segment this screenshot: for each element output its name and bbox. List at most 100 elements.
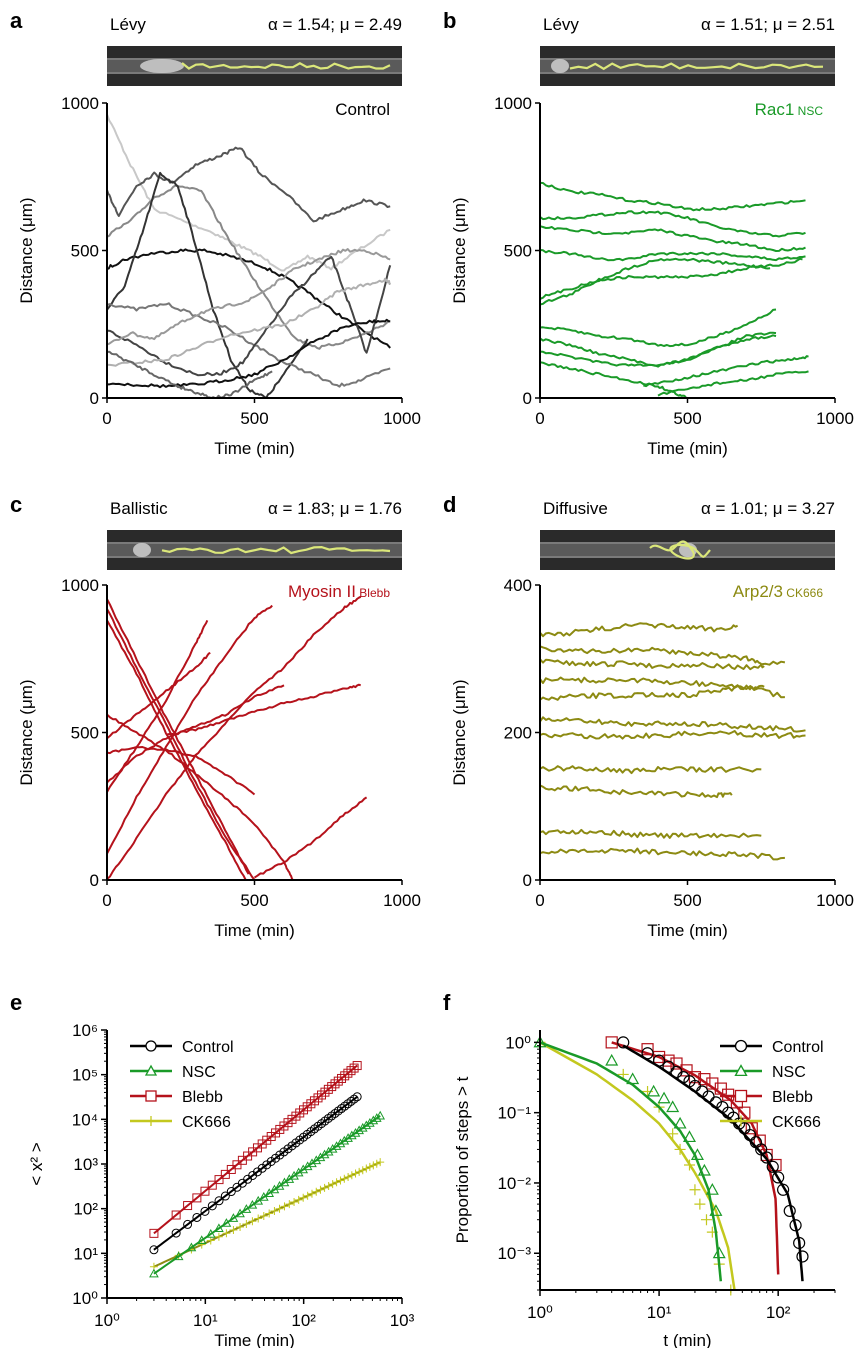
trajectory-line [106,350,273,399]
data-marker [206,1236,215,1245]
data-marker [358,1166,367,1175]
condition-name: Arp2/3 [733,582,783,601]
panel-letter: b [443,8,456,33]
data-marker [183,1219,193,1229]
microscopy-strip [107,530,402,570]
series-ck666 [534,1036,737,1296]
panel-letter: f [443,990,451,1015]
data-marker [340,1071,350,1081]
data-marker [674,1143,686,1155]
y-axis-label: Distance (μm) [17,679,36,785]
trajectory-line [106,318,391,389]
data-marker [207,1180,217,1190]
x-tick-label: 500 [240,409,268,428]
trajectory-line [106,248,391,349]
data-marker [793,1236,806,1250]
data-marker [307,1189,316,1198]
data-marker [346,1066,356,1076]
panel-d: d Diffusive α = 1.01; μ = 3.27 Arp2/3 CK666… [443,492,854,940]
x-tick-label: 10⁰ [94,1311,120,1330]
data-marker [641,1047,654,1060]
fit-line [153,1064,358,1235]
data-marker [349,1094,359,1104]
series-control [617,1036,809,1282]
data-marker [362,1164,371,1173]
condition-label: Rac1 NSC [755,100,824,119]
data-marker [783,1204,796,1218]
data-marker [705,1183,719,1195]
data-marker [257,1163,267,1173]
y-tick-label: 10¹ [73,1244,98,1263]
data-marker [149,1228,159,1238]
x-tick-label: 10² [766,1303,791,1322]
x-tick-label: 0 [102,891,111,910]
y-axis-label: Proportion of steps > t [453,1076,472,1243]
data-marker [324,1181,333,1190]
data-marker [698,1073,711,1086]
data-marker [673,1116,687,1129]
data-marker [346,1130,357,1140]
data-marker [285,1200,294,1209]
data-marker [316,1185,325,1194]
data-marker [265,1209,274,1218]
microscopy-strip [540,46,835,86]
x-tick-label: 10² [291,1311,316,1330]
y-tick-label: 10² [73,1200,98,1219]
trajectories [539,181,809,399]
data-marker [652,1054,666,1067]
data-marker [339,1135,350,1145]
trajectory-line [539,765,762,775]
legend-marker [145,1040,157,1052]
data-marker [197,1240,206,1249]
trajectory-line [106,651,211,740]
series-blebb [149,1061,362,1238]
data-marker [335,1138,346,1148]
trajectory-line [539,210,806,238]
data-marker [670,1057,683,1070]
y-tick-label: 10³ [73,1155,98,1174]
motion-mode-label: Lévy [110,15,146,34]
panel-letter: d [443,492,456,517]
data-marker [760,1151,773,1164]
data-marker [343,1099,353,1109]
data-marker [343,1068,353,1078]
data-marker [331,1141,342,1150]
legend-label: Blebb [772,1089,813,1106]
data-marker [680,1064,693,1077]
data-marker [149,1268,159,1278]
trajectory-line [539,334,777,367]
trajectory-line [539,257,803,300]
data-marker [709,1204,723,1216]
fit-params-label: α = 1.54; μ = 2.49 [268,15,402,34]
x-tick-label: 10³ [390,1311,415,1330]
cell-image [140,59,184,73]
data-marker [667,1128,679,1140]
microscopy-strip [540,530,835,570]
data-marker [343,1133,353,1142]
legend-marker [735,1115,747,1127]
y-tick-label: 10⁴ [72,1110,98,1129]
motion-mode-label: Diffusive [543,499,608,518]
data-marker [662,1054,675,1067]
data-marker [682,1130,697,1143]
data-marker [222,1229,231,1238]
trajectory-line [106,746,256,796]
series-ck666 [149,1158,385,1271]
data-marker [376,1158,385,1167]
legend-marker [734,1089,748,1103]
data-marker [652,1050,666,1064]
trajectories [106,595,368,881]
y-tick-label: 1000 [494,94,532,113]
trajectory-line [106,248,391,346]
legend-label: CK666 [182,1114,231,1131]
trajectory-line [106,184,391,350]
data-marker [220,1191,230,1201]
data-marker [347,1171,356,1180]
y-tick-label: 10⁻² [497,1174,531,1193]
data-marker [220,1169,230,1179]
data-marker [320,1183,329,1192]
data-marker [738,1106,751,1119]
y-tick-label: 500 [71,242,99,261]
data-marker [336,1176,345,1185]
data-marker [777,1183,790,1196]
